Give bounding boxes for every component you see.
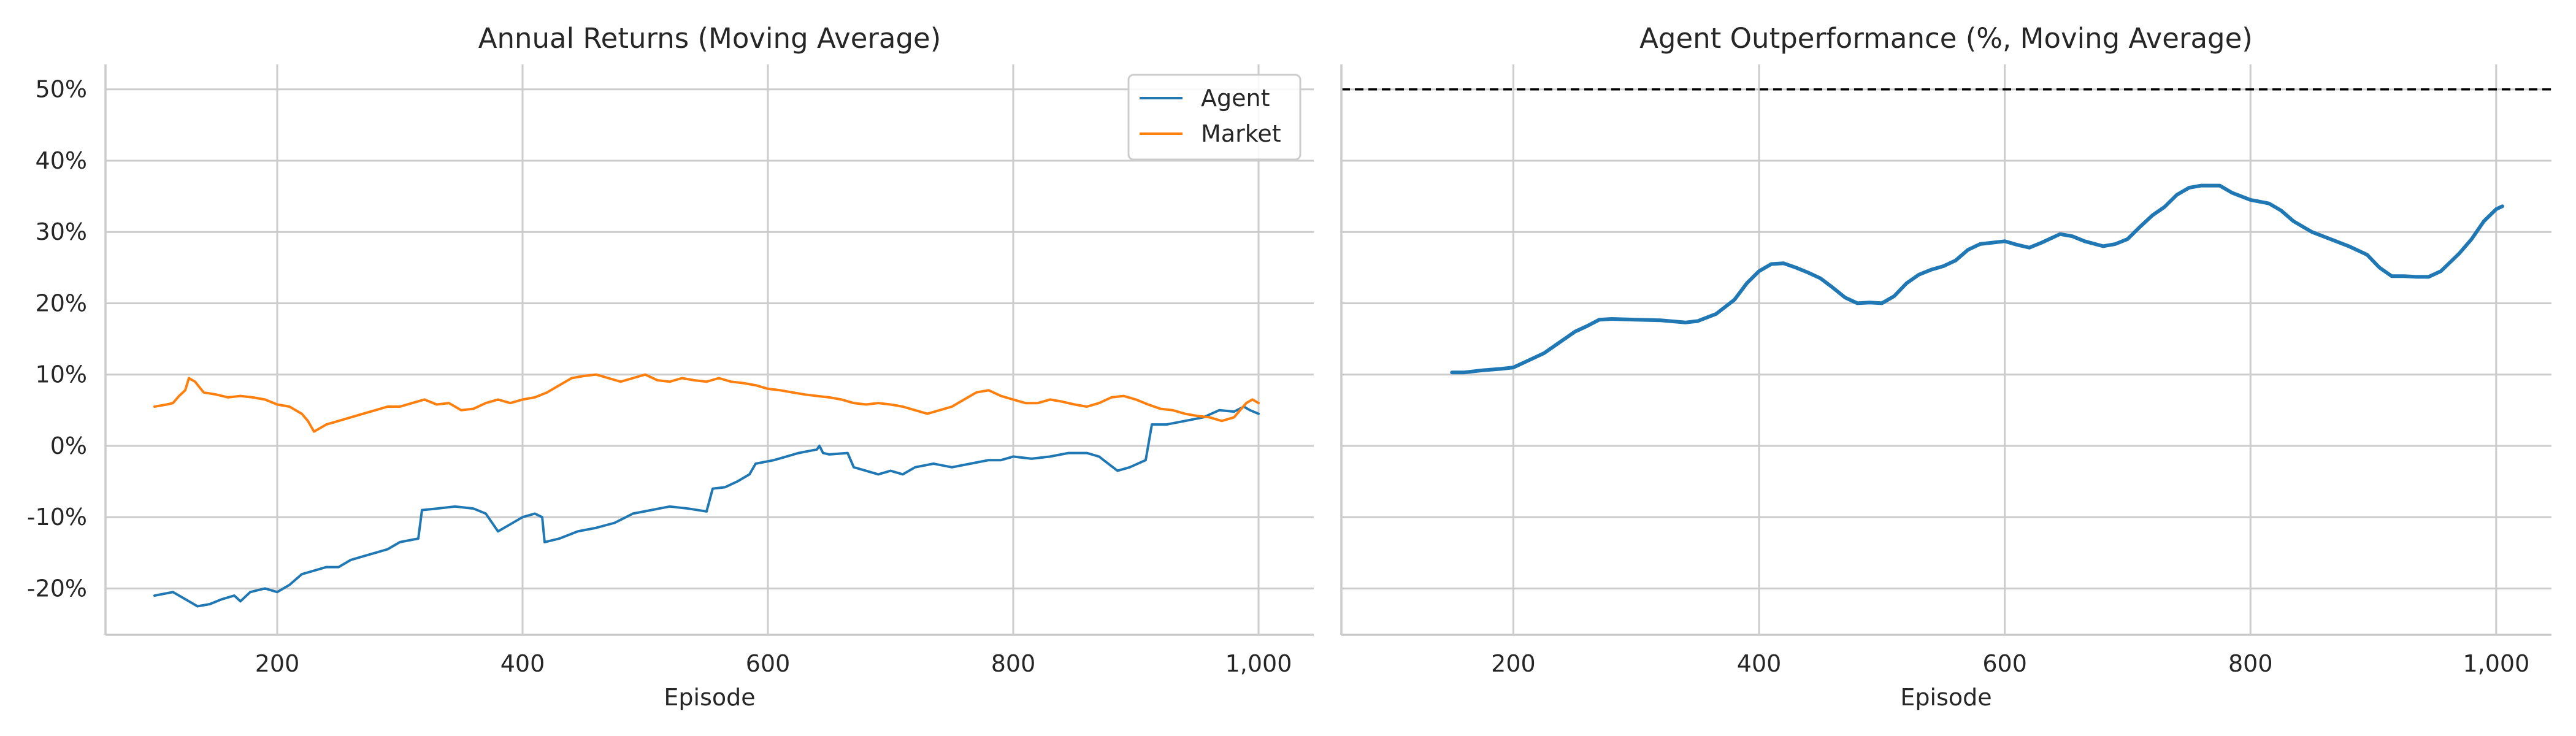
y-tick-label: 0% bbox=[50, 432, 87, 459]
y-tick-label: 10% bbox=[36, 361, 87, 388]
x-tick-label: 1,000 bbox=[2463, 650, 2529, 677]
y-tick-label: -20% bbox=[27, 575, 87, 602]
x-tick-label: 600 bbox=[746, 650, 791, 677]
x-tick-label: 200 bbox=[1491, 650, 1536, 677]
x-tick-label: 800 bbox=[2228, 650, 2273, 677]
axes bbox=[1340, 64, 2551, 636]
x-tick-label: 200 bbox=[255, 650, 300, 677]
x-tick-labels: 200 400 600 800 1,000 bbox=[1491, 650, 2529, 677]
y-tick-label: 20% bbox=[36, 289, 87, 316]
legend: Agent Market bbox=[1127, 74, 1301, 161]
y-tick-label: -10% bbox=[27, 504, 87, 531]
annual-returns-chart: Annual Returns (Moving Average) -20% -10%… bbox=[27, 22, 1314, 711]
chart-title: Agent Outperformance (%, Moving Average) bbox=[1639, 22, 2253, 55]
series-line-market bbox=[153, 373, 1260, 433]
y-tick-label: 50% bbox=[36, 76, 87, 103]
legend-label-agent: Agent bbox=[1201, 85, 1270, 112]
grid bbox=[105, 64, 1314, 635]
legend-label-market: Market bbox=[1201, 120, 1281, 147]
series-lines bbox=[153, 373, 1260, 608]
outperformance-chart: Agent Outperformance (%, Moving Average)… bbox=[1340, 22, 2551, 711]
series-line-agent bbox=[153, 405, 1260, 608]
x-tick-label: 800 bbox=[991, 650, 1036, 677]
x-tick-labels: 200 400 600 800 1,000 bbox=[255, 650, 1292, 677]
legend-box bbox=[1127, 74, 1301, 161]
chart-title: Annual Returns (Moving Average) bbox=[478, 22, 941, 55]
y-tick-label: 40% bbox=[36, 147, 87, 174]
y-tick-labels: -20% -10% 0% 10% 20% 30% 40% 50% bbox=[27, 76, 87, 602]
series-lines bbox=[1450, 183, 2504, 375]
x-axis-label: Episode bbox=[664, 684, 755, 711]
x-tick-label: 400 bbox=[500, 650, 545, 677]
x-tick-label: 600 bbox=[1982, 650, 2027, 677]
x-tick-label: 1,000 bbox=[1225, 650, 1292, 677]
x-tick-label: 400 bbox=[1737, 650, 1782, 677]
grid bbox=[1341, 64, 2551, 635]
series-line-0 bbox=[1450, 183, 2504, 375]
y-tick-label: 30% bbox=[36, 218, 87, 245]
x-axis-label: Episode bbox=[1900, 684, 1991, 711]
axes bbox=[104, 64, 1314, 636]
